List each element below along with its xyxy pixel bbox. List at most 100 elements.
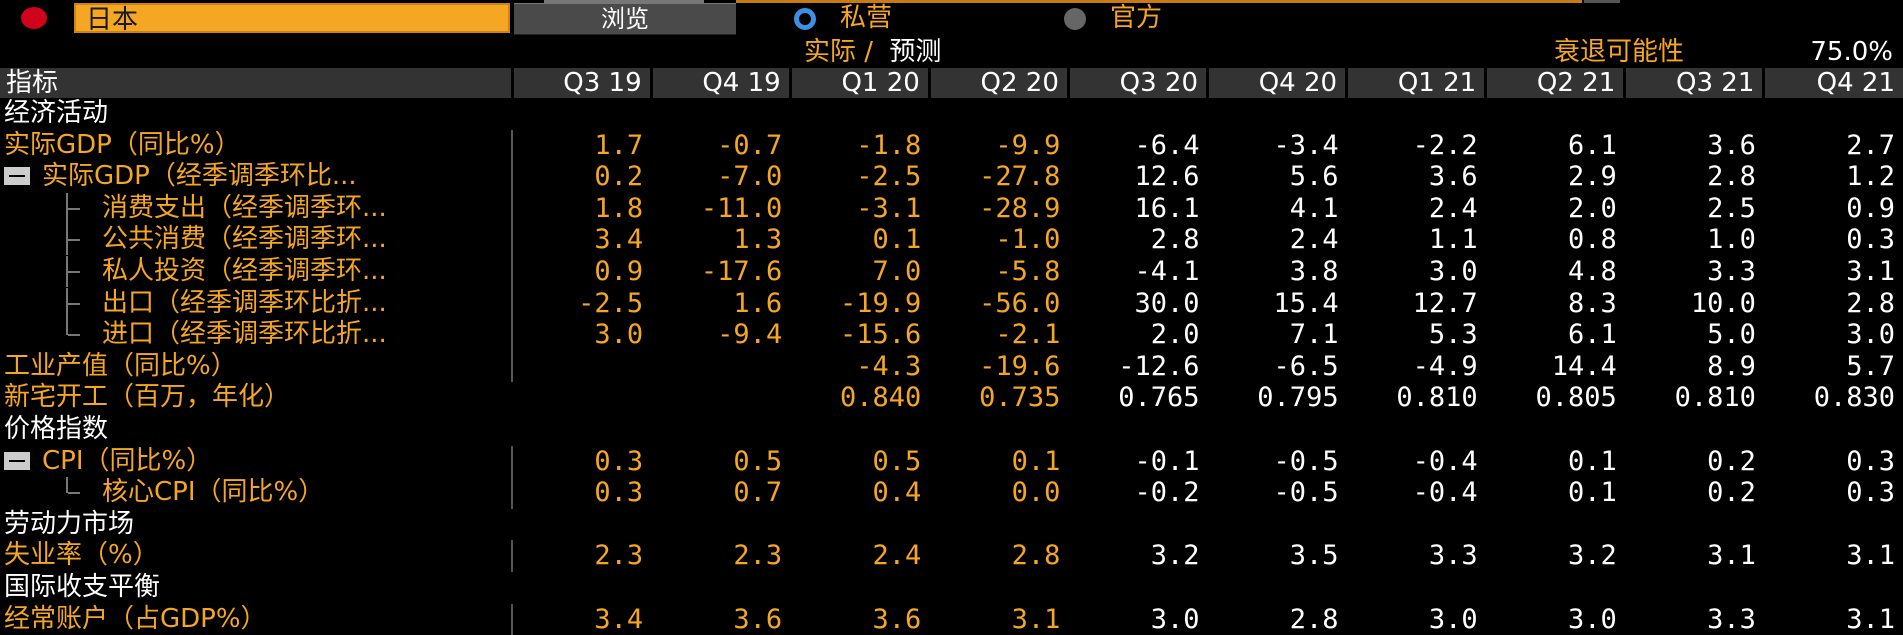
column-header-quarter[interactable]: Q1 20 (790, 68, 929, 98)
data-cell: 1.0 (1625, 224, 1764, 256)
data-cell: -5.8 (929, 256, 1068, 288)
column-header-quarter[interactable]: Q2 21 (1486, 68, 1625, 98)
data-cell: 3.3 (1625, 256, 1764, 288)
data-cell: -3.4 (1207, 130, 1346, 162)
data-cell: 2.3 (512, 540, 651, 572)
data-cell: 0.805 (1486, 382, 1625, 414)
data-cell: 3.1 (1764, 604, 1903, 635)
row-label-text: 消费支出（经季调季环... (102, 193, 387, 223)
data-cell: 0.735 (929, 382, 1068, 414)
data-cell: -4.1 (1068, 256, 1207, 288)
row-label: 核心CPI（同比%） (0, 477, 512, 509)
actual-forecast-legend: 实际 / 预测 (804, 36, 941, 68)
section-header-row: 国际收支平衡 (0, 572, 1903, 604)
data-cell: -19.9 (790, 288, 929, 320)
data-cell: -6.5 (1207, 351, 1346, 383)
data-cell: 3.1 (1764, 540, 1903, 572)
data-cell: 0.810 (1347, 382, 1486, 414)
browse-button[interactable]: 浏览 (514, 3, 736, 35)
column-header-quarter[interactable]: Q3 20 (1068, 68, 1207, 98)
row-label-text: 经常账户（占GDP%） (4, 604, 267, 634)
data-cell: 3.6 (790, 604, 929, 635)
data-cell: 0.5 (790, 446, 929, 478)
row-label-text: 劳动力市场 (4, 509, 134, 539)
column-header-quarter[interactable]: Q3 21 (1625, 68, 1764, 98)
row-label: 实际GDP（经季调季环比... (0, 161, 512, 193)
column-header-quarter[interactable]: Q4 20 (1207, 68, 1346, 98)
data-cell: 3.3 (1625, 604, 1764, 635)
collapse-icon[interactable] (4, 452, 30, 470)
data-cell: 0.5 (651, 446, 790, 478)
radio-selected-icon (794, 8, 816, 30)
data-cell: -3.1 (790, 193, 929, 225)
column-header-quarter[interactable]: Q2 20 (929, 68, 1068, 98)
country-input[interactable]: 日本 (74, 3, 510, 33)
column-header-quarter[interactable]: Q1 21 (1347, 68, 1486, 98)
data-cell: -4.3 (790, 351, 929, 383)
data-cell: -56.0 (929, 288, 1068, 320)
radio-unselected-icon (1064, 8, 1086, 30)
data-cell: 0.2 (512, 161, 651, 193)
radio-private-label: 私营 (840, 3, 892, 33)
radio-official-label: 官方 (1110, 3, 1162, 33)
data-cell: 3.4 (512, 224, 651, 256)
data-cell: 2.4 (1207, 224, 1346, 256)
row-label-text: 核心CPI（同比%） (102, 477, 324, 507)
data-cell: 4.8 (1486, 256, 1625, 288)
data-cell: 0.1 (1486, 446, 1625, 478)
data-cell: 3.1 (1625, 540, 1764, 572)
data-cell: 0.2 (1625, 446, 1764, 478)
data-cell (651, 382, 790, 414)
data-cell: 1.7 (512, 130, 651, 162)
row-label: 失业率（%） (0, 540, 512, 572)
data-cell: -11.0 (651, 193, 790, 225)
data-cell: 3.0 (1068, 604, 1207, 635)
column-header-quarter[interactable]: Q4 21 (1764, 68, 1903, 98)
data-cell: -0.5 (1207, 477, 1346, 509)
column-header-quarter[interactable]: Q3 19 (512, 68, 651, 98)
data-cell: 5.0 (1625, 319, 1764, 351)
data-cell: 1.1 (1347, 224, 1486, 256)
data-cell: -7.0 (651, 161, 790, 193)
legend-separator: / (864, 37, 873, 67)
data-cell: 7.1 (1207, 319, 1346, 351)
data-cell: 3.6 (1625, 130, 1764, 162)
row-label: 出口（经季调季环比折... (0, 288, 512, 320)
tree-branch-icon (66, 319, 88, 335)
data-cell: 3.0 (1486, 604, 1625, 635)
data-cell: -0.5 (1207, 446, 1346, 478)
section-header-row: 经济活动 (0, 98, 1903, 130)
row-label-text: 公共消费（经季调季环... (102, 224, 387, 254)
collapse-icon[interactable] (4, 167, 30, 185)
row-label-text: 实际GDP（经季调季环比... (42, 161, 357, 191)
data-cell: 16.1 (1068, 193, 1207, 225)
data-cell: -9.9 (929, 130, 1068, 162)
recession-probability-value: 75.0% (1810, 36, 1893, 68)
column-header-quarter[interactable]: Q4 19 (651, 68, 790, 98)
data-cell: 2.8 (929, 540, 1068, 572)
data-cell: -2.2 (1347, 130, 1486, 162)
data-cell: -17.6 (651, 256, 790, 288)
forecast-label: 预测 (889, 37, 941, 67)
data-cell: 0.1 (929, 446, 1068, 478)
data-cell: 1.2 (1764, 161, 1903, 193)
data-cell: 0.9 (1764, 193, 1903, 225)
column-header-indicator[interactable]: 指标 (0, 68, 512, 98)
data-cell: 0.3 (1764, 224, 1903, 256)
data-cell: -1.0 (929, 224, 1068, 256)
row-label: 经济活动 (0, 98, 1903, 130)
